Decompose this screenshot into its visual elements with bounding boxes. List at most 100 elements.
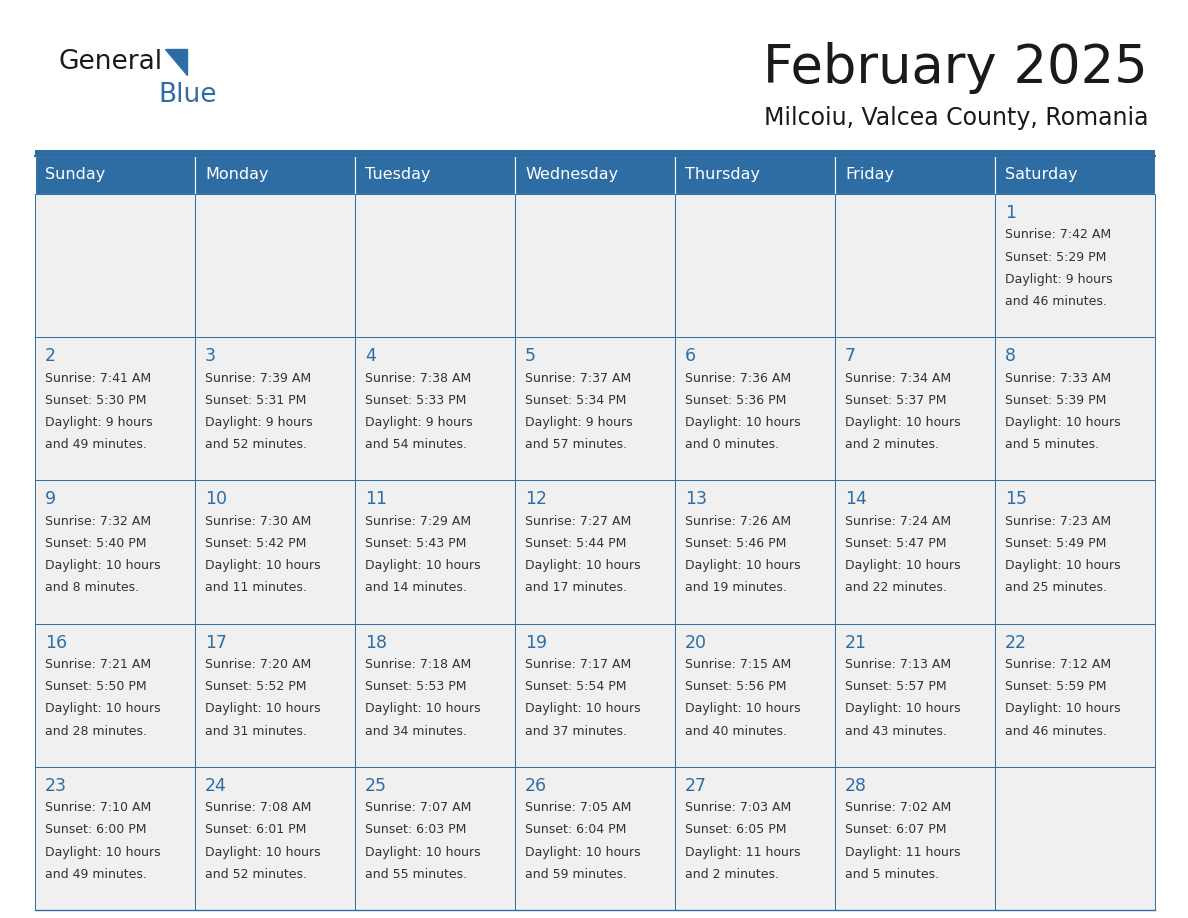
Bar: [195, 767, 355, 910]
Text: Daylight: 10 hours: Daylight: 10 hours: [45, 845, 160, 858]
Text: Sunrise: 7:33 AM: Sunrise: 7:33 AM: [1005, 372, 1111, 385]
Text: Thursday: Thursday: [685, 167, 760, 183]
Text: 16: 16: [45, 633, 68, 652]
Bar: [516, 480, 675, 623]
Text: and 52 minutes.: and 52 minutes.: [206, 868, 307, 880]
Bar: [835, 623, 996, 767]
Text: Sunset: 6:01 PM: Sunset: 6:01 PM: [206, 823, 307, 836]
Text: and 17 minutes.: and 17 minutes.: [525, 581, 627, 594]
Bar: [355, 623, 516, 767]
Text: 17: 17: [206, 633, 227, 652]
Text: Sunrise: 7:15 AM: Sunrise: 7:15 AM: [685, 658, 791, 671]
Text: Sunrise: 7:03 AM: Sunrise: 7:03 AM: [685, 801, 791, 814]
Text: Monday: Monday: [206, 167, 268, 183]
Text: Sunrise: 7:32 AM: Sunrise: 7:32 AM: [45, 515, 151, 528]
Text: Sunrise: 7:02 AM: Sunrise: 7:02 AM: [845, 801, 952, 814]
Text: Daylight: 10 hours: Daylight: 10 hours: [45, 559, 160, 572]
Text: Sunrise: 7:41 AM: Sunrise: 7:41 AM: [45, 372, 151, 385]
Text: Sunrise: 7:17 AM: Sunrise: 7:17 AM: [525, 658, 631, 671]
Text: and 49 minutes.: and 49 minutes.: [45, 868, 147, 880]
Text: 2: 2: [45, 347, 56, 365]
Text: Daylight: 10 hours: Daylight: 10 hours: [1005, 702, 1120, 715]
Bar: [355, 156, 516, 194]
Text: and 8 minutes.: and 8 minutes.: [45, 581, 139, 594]
Text: Milcoiu, Valcea County, Romania: Milcoiu, Valcea County, Romania: [764, 106, 1148, 130]
Bar: [34, 194, 195, 337]
Bar: [996, 480, 1155, 623]
Text: Sunset: 6:07 PM: Sunset: 6:07 PM: [845, 823, 947, 836]
Text: and 5 minutes.: and 5 minutes.: [845, 868, 940, 880]
Text: Daylight: 10 hours: Daylight: 10 hours: [206, 845, 321, 858]
Text: Tuesday: Tuesday: [365, 167, 430, 183]
Text: 6: 6: [685, 347, 696, 365]
Text: 28: 28: [845, 777, 867, 795]
Text: Sunset: 5:29 PM: Sunset: 5:29 PM: [1005, 251, 1106, 263]
Text: and 34 minutes.: and 34 minutes.: [365, 724, 467, 737]
Text: 4: 4: [365, 347, 375, 365]
Text: Daylight: 10 hours: Daylight: 10 hours: [365, 845, 481, 858]
Text: and 31 minutes.: and 31 minutes.: [206, 724, 307, 737]
Text: Daylight: 9 hours: Daylight: 9 hours: [365, 416, 473, 429]
Text: Daylight: 10 hours: Daylight: 10 hours: [365, 559, 481, 572]
Bar: [996, 767, 1155, 910]
Bar: [195, 623, 355, 767]
Text: Friday: Friday: [845, 167, 895, 183]
Text: 8: 8: [1005, 347, 1016, 365]
Bar: [355, 337, 516, 480]
Text: Daylight: 10 hours: Daylight: 10 hours: [685, 559, 801, 572]
Bar: [835, 156, 996, 194]
Bar: [835, 337, 996, 480]
Bar: [516, 337, 675, 480]
Text: Daylight: 10 hours: Daylight: 10 hours: [206, 702, 321, 715]
Bar: [516, 156, 675, 194]
Text: Sunset: 5:36 PM: Sunset: 5:36 PM: [685, 394, 786, 407]
Text: and 37 minutes.: and 37 minutes.: [525, 724, 627, 737]
Text: Sunrise: 7:20 AM: Sunrise: 7:20 AM: [206, 658, 311, 671]
Text: Sunset: 6:00 PM: Sunset: 6:00 PM: [45, 823, 146, 836]
Text: 26: 26: [525, 777, 548, 795]
Text: Sunrise: 7:27 AM: Sunrise: 7:27 AM: [525, 515, 631, 528]
Text: Sunset: 5:43 PM: Sunset: 5:43 PM: [365, 537, 467, 550]
Text: Sunrise: 7:10 AM: Sunrise: 7:10 AM: [45, 801, 151, 814]
Text: 13: 13: [685, 490, 707, 509]
Text: 15: 15: [1005, 490, 1026, 509]
Text: Daylight: 9 hours: Daylight: 9 hours: [1005, 273, 1113, 285]
Text: and 11 minutes.: and 11 minutes.: [206, 581, 307, 594]
Text: Daylight: 10 hours: Daylight: 10 hours: [845, 702, 961, 715]
Text: Sunset: 5:34 PM: Sunset: 5:34 PM: [525, 394, 626, 407]
Text: Sunset: 5:31 PM: Sunset: 5:31 PM: [206, 394, 307, 407]
Text: Sunrise: 7:18 AM: Sunrise: 7:18 AM: [365, 658, 472, 671]
Bar: [355, 480, 516, 623]
Bar: [34, 150, 1155, 156]
Bar: [675, 194, 835, 337]
Bar: [516, 623, 675, 767]
Text: Blue: Blue: [158, 82, 216, 108]
Text: 5: 5: [525, 347, 536, 365]
Text: Sunset: 5:40 PM: Sunset: 5:40 PM: [45, 537, 146, 550]
Text: Daylight: 9 hours: Daylight: 9 hours: [525, 416, 633, 429]
Bar: [34, 337, 195, 480]
Text: 9: 9: [45, 490, 56, 509]
Text: and 54 minutes.: and 54 minutes.: [365, 438, 467, 452]
Text: Sunset: 5:57 PM: Sunset: 5:57 PM: [845, 680, 947, 693]
Text: Sunrise: 7:08 AM: Sunrise: 7:08 AM: [206, 801, 311, 814]
Bar: [996, 623, 1155, 767]
Text: 20: 20: [685, 633, 707, 652]
Text: and 46 minutes.: and 46 minutes.: [1005, 295, 1107, 308]
Bar: [675, 480, 835, 623]
Text: 14: 14: [845, 490, 867, 509]
Text: and 49 minutes.: and 49 minutes.: [45, 438, 147, 452]
Text: Sunday: Sunday: [45, 167, 106, 183]
Text: Daylight: 10 hours: Daylight: 10 hours: [685, 416, 801, 429]
Text: Sunrise: 7:42 AM: Sunrise: 7:42 AM: [1005, 229, 1111, 241]
Text: and 2 minutes.: and 2 minutes.: [685, 868, 779, 880]
Text: and 19 minutes.: and 19 minutes.: [685, 581, 786, 594]
Text: Sunrise: 7:29 AM: Sunrise: 7:29 AM: [365, 515, 472, 528]
Text: 19: 19: [525, 633, 548, 652]
Bar: [195, 480, 355, 623]
Bar: [34, 480, 195, 623]
Text: and 0 minutes.: and 0 minutes.: [685, 438, 779, 452]
Text: Sunrise: 7:05 AM: Sunrise: 7:05 AM: [525, 801, 631, 814]
Text: and 2 minutes.: and 2 minutes.: [845, 438, 939, 452]
Bar: [996, 194, 1155, 337]
